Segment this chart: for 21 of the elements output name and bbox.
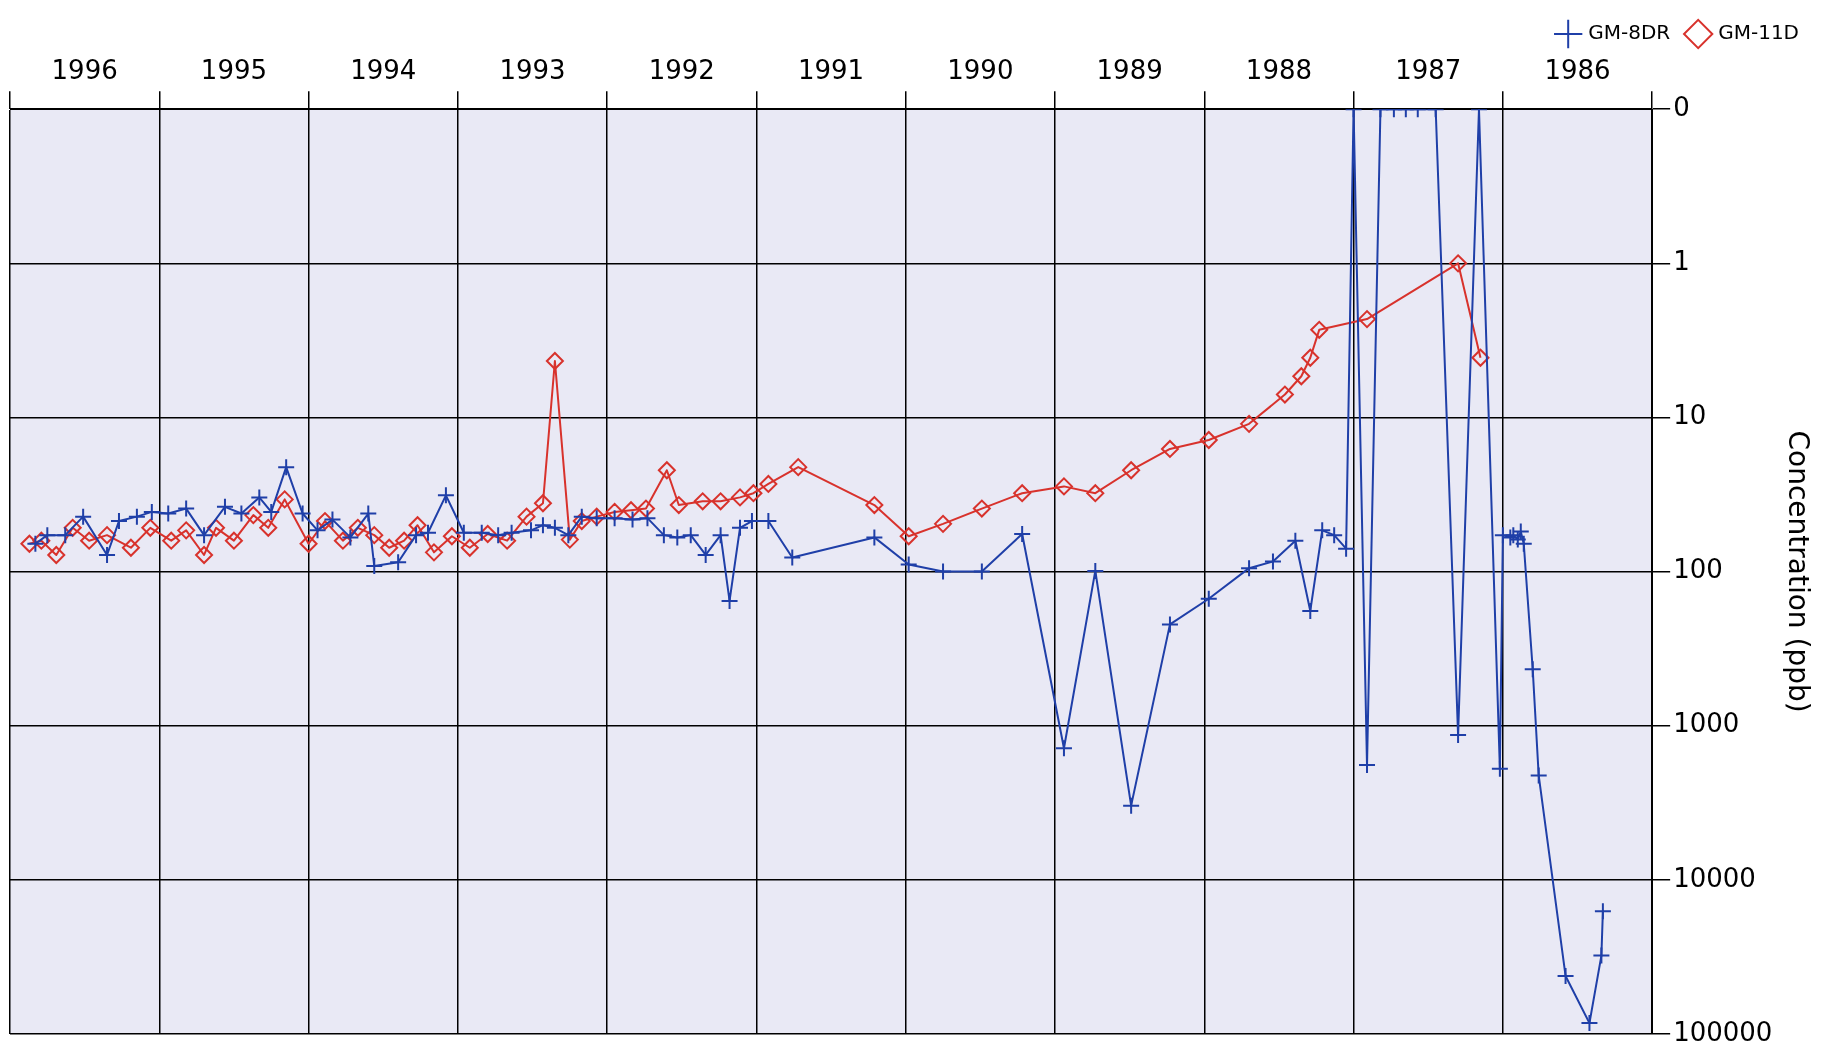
x-tick-label: 1988: [1245, 55, 1313, 86]
x-tick-label: 1994: [350, 55, 417, 86]
x-tick-label: 1990: [947, 55, 1014, 86]
legend-label: GM-8DR: [1588, 20, 1671, 45]
x-tick-label: 1995: [200, 55, 268, 86]
y-tick-label: 0: [1673, 91, 1690, 122]
y-tick-label: 100000: [1673, 1016, 1773, 1047]
y-tick-label: 1: [1673, 246, 1690, 277]
x-tick-label: 1993: [499, 55, 566, 86]
x-tick-label: 1989: [1096, 55, 1163, 86]
y-tick-label: 1000: [1673, 708, 1740, 739]
x-tick-label: 1996: [51, 55, 118, 86]
x-tick-label: 1991: [797, 55, 865, 86]
legend-label: GM-11D: [1718, 20, 1800, 45]
x-tick-label: 1987: [1395, 55, 1462, 86]
y-tick-label: 10000: [1673, 862, 1756, 893]
y-tick-label: 100: [1673, 554, 1723, 585]
x-tick-label: 1986: [1544, 55, 1611, 86]
y-axis-title: Concentration (ppb): [1781, 430, 1815, 713]
y-tick-label: 10: [1673, 400, 1707, 431]
x-tick-label: 1992: [648, 55, 715, 86]
